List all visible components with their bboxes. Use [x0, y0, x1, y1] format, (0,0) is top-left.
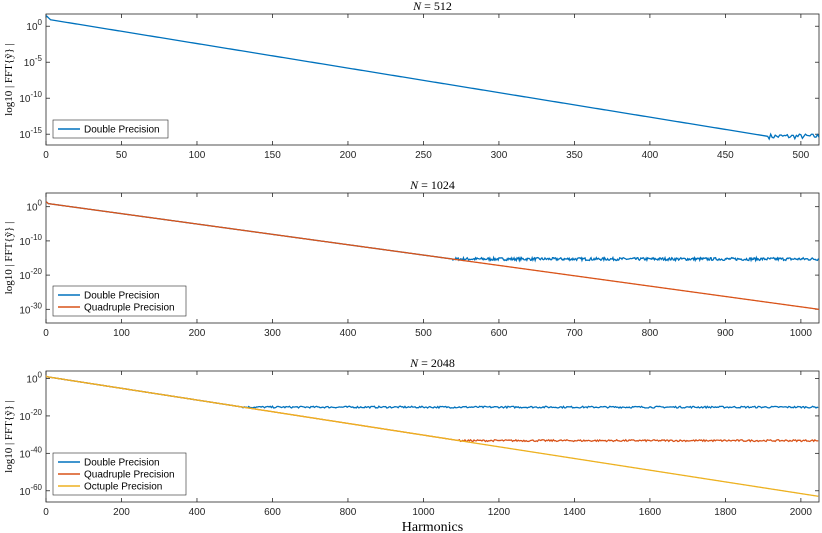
panel-2: 0 100 200 300 400 500 600 700 800 900 1000 100 10-10… [3, 178, 819, 339]
x-tick-label: 1600 [639, 507, 662, 518]
chart-title: N = 2048 [409, 356, 455, 370]
x-tick-label: 1000 [790, 328, 813, 339]
x-tick-label: 300 [264, 328, 281, 339]
x-tick-label: 350 [566, 150, 583, 161]
y-axis-label: log10 | FFT{ỹ} | [3, 43, 15, 116]
panel-3: 0 200 400 600 800 1000 1200 1400 1600 1800 2000 100… [3, 356, 819, 533]
x-tick-label: 1200 [488, 507, 511, 518]
x-tick-label: 450 [717, 150, 734, 161]
y-tick-label: 100 [26, 370, 42, 385]
x-tick-label: 1000 [412, 507, 435, 518]
x-tick-label: 700 [566, 328, 583, 339]
y-tick-label: 10-60 [19, 483, 42, 498]
y-tick-label: 10-5 [24, 54, 43, 69]
x-tick-label: 600 [264, 507, 281, 518]
x-tick-label: 1400 [563, 507, 586, 518]
x-tick-label: 2000 [790, 507, 813, 518]
x-tick-label: 800 [340, 507, 357, 518]
y-tick-label: 100 [26, 199, 42, 214]
y-axis-label: log10 | FFT{ỹ} | [3, 400, 15, 473]
chart-title: N = 1024 [409, 178, 455, 192]
panel-1: 0 50 100 150 200 250 300 350 400 450 500 100 10-5 10-… [3, 0, 819, 161]
x-tick-label: 800 [642, 328, 659, 339]
y-tick-label: 10-10 [19, 233, 42, 248]
legend-label-quadruple-precision: Quadruple Precision [84, 303, 175, 314]
chart-title: N = 512 [412, 0, 452, 13]
y-tick-label: 10-40 [19, 445, 42, 460]
x-tick-label: 150 [264, 150, 281, 161]
x-tick-label: 0 [43, 507, 49, 518]
x-tick-label: 100 [189, 150, 206, 161]
x-tick-label: 600 [491, 328, 508, 339]
x-tick-label: 300 [491, 150, 508, 161]
x-tick-label: 400 [642, 150, 659, 161]
legend: Double Precision [53, 120, 168, 138]
y-tick-label: 10-15 [19, 126, 42, 141]
x-tick-label: 200 [113, 507, 130, 518]
x-tick-label: 900 [717, 328, 734, 339]
x-tick-label: 200 [189, 328, 206, 339]
figure: 0 50 100 150 200 250 300 350 400 450 500 100 10-5 10-… [0, 0, 822, 533]
y-tick-label: 100 [26, 18, 42, 33]
x-tick-label: 400 [189, 507, 206, 518]
x-tick-label: 250 [415, 150, 432, 161]
legend-label-quadruple-precision: Quadruple Precision [84, 470, 175, 481]
x-tick-label: 0 [43, 150, 49, 161]
y-tick-label: 10-20 [19, 408, 42, 423]
y-axis-label: log10 | FFT{ỹ} | [3, 222, 15, 295]
x-tick-label: 100 [113, 328, 130, 339]
y-tick-label: 10-20 [19, 267, 42, 282]
y-tick-label: 10-30 [19, 301, 42, 316]
x-tick-label: 50 [116, 150, 128, 161]
x-tick-label: 200 [340, 150, 357, 161]
x-tick-label: 500 [415, 328, 432, 339]
x-tick-label: 0 [43, 328, 49, 339]
x-tick-label: 500 [793, 150, 810, 161]
legend-label-double-precision: Double Precision [84, 125, 160, 136]
legend-label-double-precision: Double Precision [84, 458, 160, 469]
x-tick-label: 400 [340, 328, 357, 339]
x-tick-label: 1800 [714, 507, 737, 518]
x-axis-label: Harmonics [402, 520, 463, 533]
legend-label-octuple-precision: Octuple Precision [84, 482, 162, 493]
y-tick-label: 10-10 [19, 90, 42, 105]
legend-label-double-precision: Double Precision [84, 291, 160, 302]
